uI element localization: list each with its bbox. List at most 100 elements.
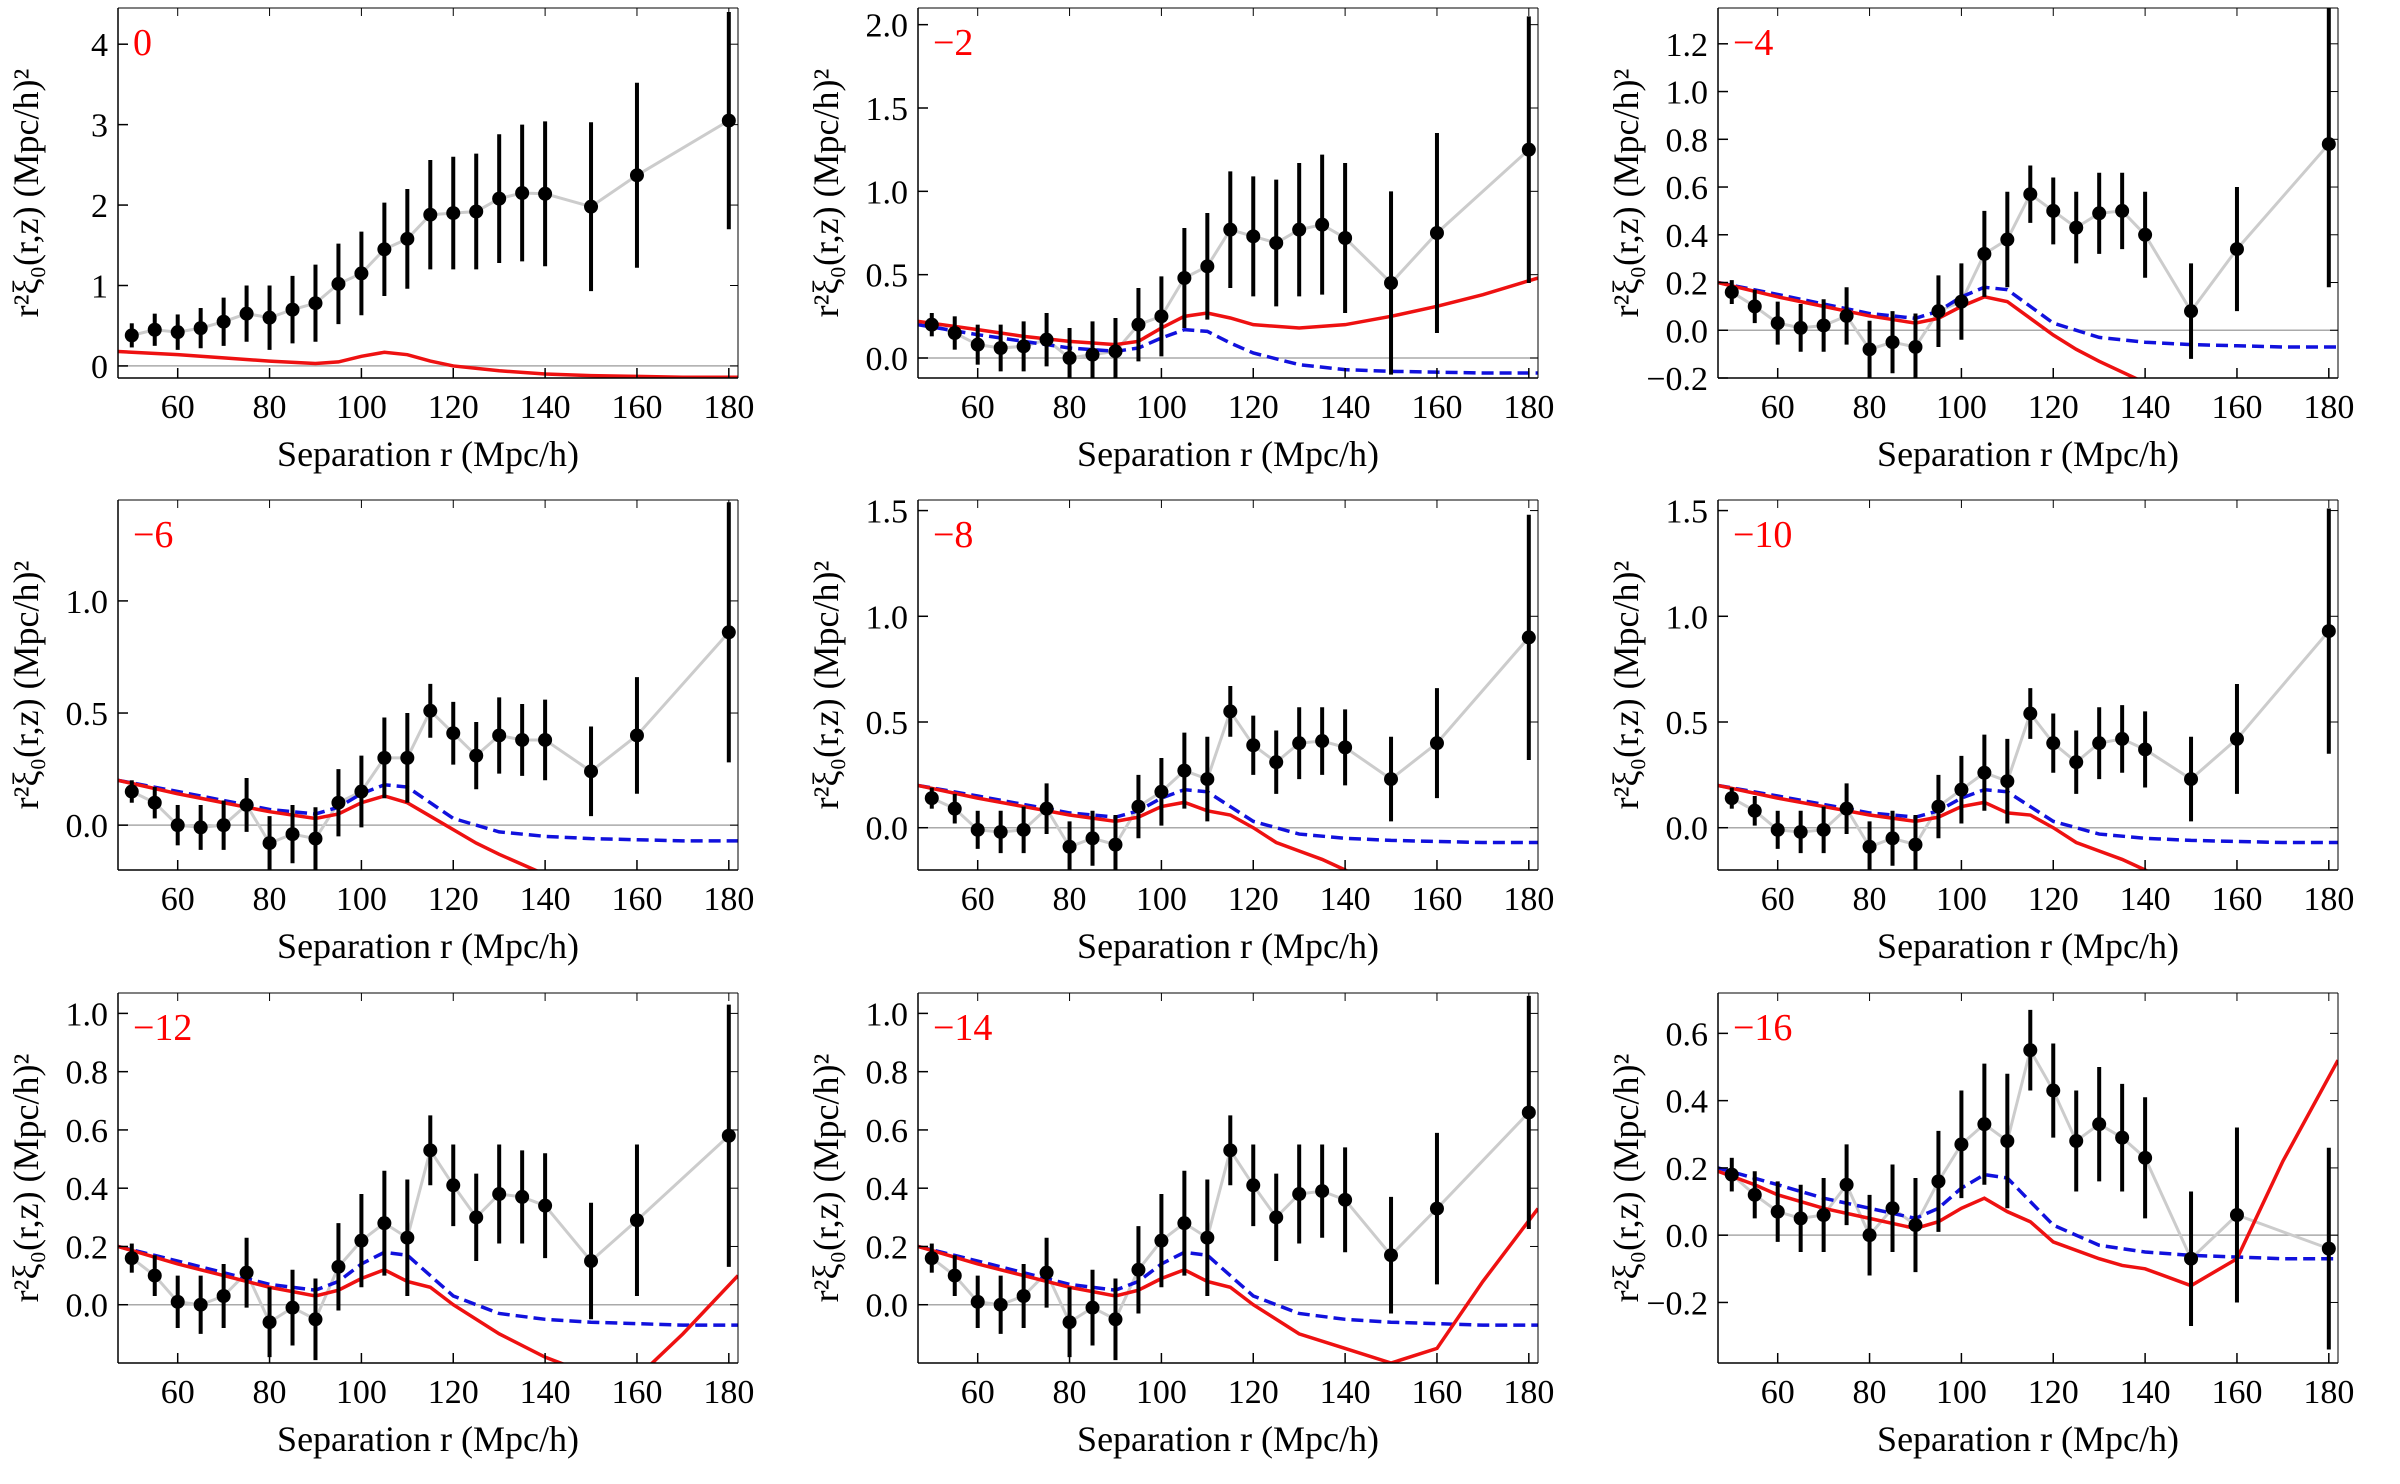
data-point	[1954, 782, 1969, 797]
model-solid-line	[118, 1244, 738, 1363]
x-tick-label: 120	[2028, 389, 2079, 426]
panel-7: 60 80 100 120 140 160 180 0.0 0.2 0.4 0.6 0.8 1.0 −12…	[6, 992, 754, 1459]
x-tick-label: 180	[1503, 881, 1554, 918]
data-point	[124, 784, 139, 799]
data-point	[2229, 1208, 2244, 1222]
model-dashed-line	[118, 1244, 738, 1327]
y-tick-label: −0.2	[1646, 1285, 1708, 1322]
data-point	[2000, 232, 2015, 247]
y-tick-label: 0.0	[1666, 313, 1709, 350]
y-axis-title: r²ξ₀(r,z) (Mpc/h)²	[806, 561, 846, 810]
plot-area	[918, 514, 1538, 870]
data-point	[2046, 1083, 2061, 1098]
panel-label: −16	[1733, 1007, 1792, 1049]
data-point	[492, 1187, 507, 1202]
x-tick-label: 140	[520, 389, 571, 426]
x-tick-label: 160	[611, 1374, 662, 1411]
y-tick-label: 0.8	[1666, 122, 1709, 159]
data-point	[721, 113, 736, 128]
y-tick-label: 0.0	[1666, 1218, 1709, 1255]
y-tick-label: 1.5	[866, 494, 909, 531]
y-tick-label: 0.0	[1666, 811, 1709, 848]
data-point	[1108, 837, 1123, 852]
data-point	[262, 310, 277, 325]
data-point	[1016, 1288, 1031, 1303]
data-point	[193, 820, 208, 835]
x-tick-label: 60	[1761, 881, 1795, 918]
data-point	[1908, 837, 1923, 852]
y-tick-label: 1.0	[866, 174, 909, 211]
x-tick-label: 120	[428, 1374, 479, 1411]
data-connector-line	[1730, 1046, 2330, 1262]
model-solid-line	[118, 778, 540, 870]
x-tick-label: 60	[961, 389, 995, 426]
data-point	[2138, 742, 2153, 757]
data-point	[331, 276, 346, 291]
data-point	[1724, 791, 1739, 806]
panel-9: 60 80 100 120 140 160 180 −0.2 0.0 0.2 0.4 0.6 −16 Se…	[1606, 992, 2354, 1459]
x-tick-label: 120	[1228, 1374, 1279, 1411]
data-point	[354, 1233, 369, 1248]
y-tick-label: 0.8	[866, 1055, 909, 1092]
data-point	[1724, 285, 1739, 300]
x-tick-label: 80	[1053, 881, 1087, 918]
x-axis-title: Separation r (Mpc/h)	[1877, 434, 2179, 474]
data-point	[492, 191, 507, 206]
data-point	[1315, 734, 1330, 749]
x-tick-label: 60	[1761, 389, 1795, 426]
data-point	[629, 728, 644, 743]
data-point	[354, 784, 369, 799]
data-point	[193, 1297, 208, 1312]
data-point	[1862, 1228, 1877, 1243]
model-solid-line	[918, 276, 1538, 347]
y-tick-label: 2.0	[866, 8, 909, 45]
data-point	[1977, 765, 1992, 780]
y-tick-label: 1.0	[1666, 75, 1709, 112]
data-point	[1223, 1143, 1238, 1158]
x-axis-title: Separation r (Mpc/h)	[277, 434, 579, 474]
data-point	[993, 1297, 1008, 1312]
data-point	[1747, 299, 1762, 314]
panel-label: −6	[133, 514, 173, 556]
data-point	[2046, 736, 2061, 751]
x-tick-label: 160	[1411, 881, 1462, 918]
y-tick-label: 0.2	[1666, 1151, 1709, 1188]
data-point	[2321, 624, 2336, 639]
y-tick-label: 0.5	[66, 696, 109, 733]
y-tick-label: 4	[91, 27, 108, 64]
plot-area	[118, 1004, 738, 1363]
x-tick-label: 120	[1228, 881, 1279, 918]
x-axis-title: Separation r (Mpc/h)	[1077, 926, 1379, 966]
panel-label: −12	[133, 1007, 192, 1049]
model-dashed-line	[918, 1244, 1538, 1327]
data-point	[947, 801, 962, 816]
x-tick-label: 140	[2120, 389, 2171, 426]
data-point	[354, 266, 369, 281]
y-tick-label: 0.5	[1666, 705, 1709, 742]
y-tick-label: 1.2	[1666, 27, 1709, 64]
data-point	[331, 795, 346, 810]
data-point	[216, 1288, 231, 1303]
data-point	[1839, 308, 1854, 323]
panel-label: 0	[133, 22, 152, 64]
data-point	[2115, 731, 2130, 746]
y-tick-label: 1.0	[1666, 599, 1709, 636]
data-point	[1954, 1137, 1969, 1152]
data-point	[308, 831, 323, 846]
x-tick-label: 80	[1853, 1374, 1887, 1411]
panel-2: 60 80 100 120 140 160 180 0.0 0.5 1.0 1.5 2.0 −2 Sepa…	[806, 7, 1554, 474]
data-point	[147, 1268, 162, 1283]
data-connector-line	[131, 119, 730, 337]
data-point	[1931, 1174, 1946, 1189]
x-tick-label: 180	[703, 389, 754, 426]
y-tick-label: 0.0	[866, 341, 909, 378]
data-point	[1062, 1315, 1077, 1330]
data-point	[377, 242, 392, 257]
data-point	[2138, 227, 2153, 242]
x-tick-label: 80	[253, 389, 287, 426]
y-tick-label: 0.5	[866, 258, 909, 295]
data-point	[1131, 1262, 1146, 1277]
data-point	[1931, 304, 1946, 319]
model-solid-line	[918, 1207, 1538, 1363]
plot-area	[118, 502, 738, 870]
